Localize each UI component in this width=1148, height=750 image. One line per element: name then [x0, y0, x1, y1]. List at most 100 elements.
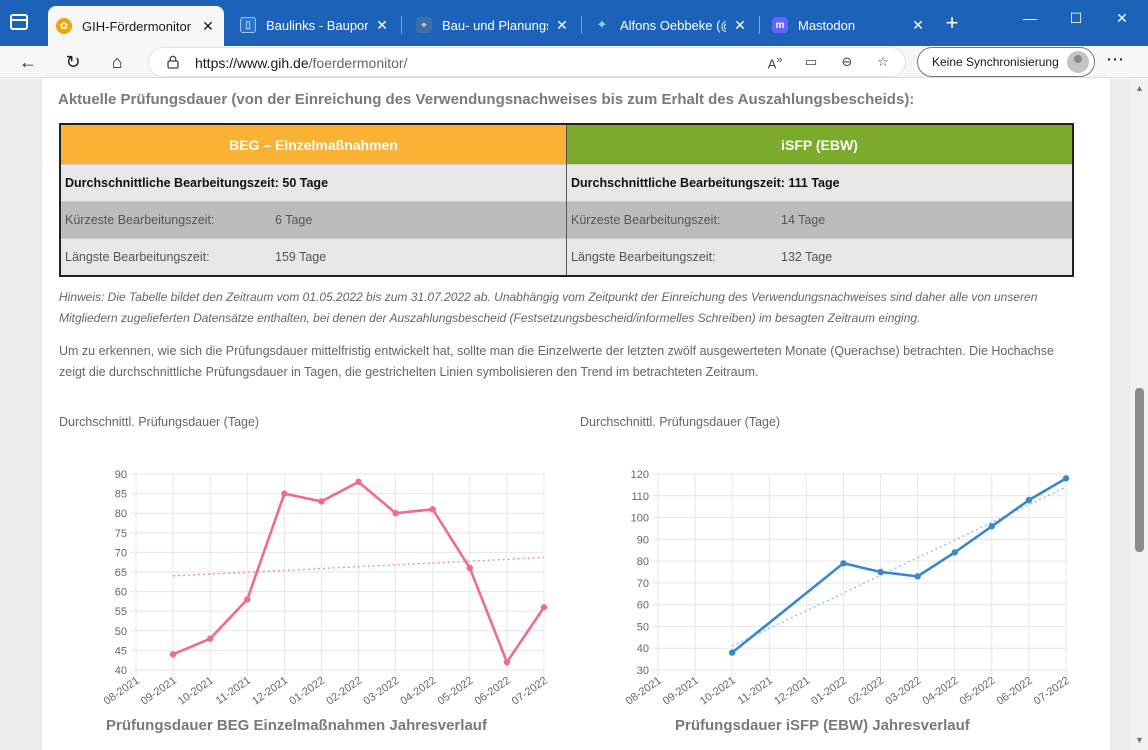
sync-button[interactable]: Keine Synchronisierung [917, 47, 1095, 77]
beg-data-point [206, 635, 214, 642]
duration-table: BEG – Einzelmaßnahmen Durchschnittliche … [59, 123, 1074, 277]
isfp-ytick-label: 120 [631, 469, 649, 481]
close-tab-icon[interactable]: ✕ [202, 17, 214, 34]
beg-max-row: Längste Bearbeitungszeit: 159 Tage [61, 238, 566, 275]
isfp-ytick-label: 40 [637, 643, 649, 655]
close-tab-icon[interactable]: ✕ [376, 16, 388, 33]
beg-data-point [392, 510, 399, 517]
isfp-line-chart: 30 40 50 60 70 80 90 100 110 120 08-202109-202110-… [624, 469, 1072, 708]
beg-max-value: 159 Tage [275, 250, 327, 264]
beg-data-point [281, 490, 288, 497]
new-tab-icon[interactable]: + [945, 10, 959, 35]
zoom-icon[interactable]: ⊖ [841, 54, 853, 69]
address-bar[interactable]: https://www.gih.de/foerdermonitor/ A» ▭ … [148, 47, 906, 77]
read-aloud-icon[interactable]: A» [767, 54, 783, 72]
beg-column: BEG – Einzelmaßnahmen Durchschnittliche … [61, 125, 567, 275]
table-note: Hinweis: Die Tabelle bildet den Zeitraum… [59, 290, 1038, 325]
beg-chart-ylabel: Durchschnittl. Prüfungsdauer (Tage) [59, 415, 260, 429]
back-arrow-icon[interactable]: ← [19, 51, 37, 72]
isfp-ytick-label: 80 [637, 556, 649, 568]
immersive-reader-icon[interactable]: ▭ [804, 54, 818, 69]
beg-avg-row: Durchschnittliche Bearbeitungszeit: 50 T… [61, 164, 566, 201]
isfp-ytick-label: 70 [637, 578, 649, 590]
isfp-xtick-label: 10-2021 [698, 675, 738, 708]
isfp-min-row: Kürzeste Bearbeitungszeit: 14 Tage [567, 201, 1072, 238]
isfp-ytick-label: 30 [637, 665, 649, 677]
scroll-up-arrow-icon[interactable]: ▲ [1135, 83, 1144, 93]
close-tab-icon[interactable]: ✕ [912, 16, 924, 33]
isfp-data-point [728, 649, 736, 656]
url-host: https://www.gih.de [195, 55, 309, 71]
scroll-down-arrow-icon[interactable]: ▼ [1135, 735, 1144, 745]
isfp-data-point [988, 523, 996, 530]
sync-label: Keine Synchronisierung [932, 55, 1059, 69]
beg-min-row: Kürzeste Bearbeitungszeit: 6 Tage [61, 201, 566, 238]
isfp-xtick-label: 01-2022 [809, 675, 849, 708]
tab-separator [759, 16, 760, 34]
scrollbar-thumb[interactable] [1135, 388, 1144, 552]
page-content: Aktuelle Prüfungsdauer (von der Einreich… [42, 79, 1110, 750]
close-tab-icon[interactable]: ✕ [734, 16, 746, 33]
isfp-ytick-label: 90 [637, 534, 649, 546]
beg-xtick-label: 02-2022 [324, 675, 364, 708]
beg-min-value: 6 Tage [275, 213, 313, 227]
tab-bau-planung[interactable]: ⌖ Bau- und Planungsp ✕ [408, 8, 578, 42]
isfp-xtick-label: 12-2021 [772, 675, 812, 708]
beg-ytick-label: 85 [115, 489, 127, 501]
tab-baulinks[interactable]: ▯ Baulinks - Bauportal ✕ [232, 8, 398, 42]
window-menu-icon[interactable] [10, 14, 28, 30]
beg-xtick-label: 04-2022 [398, 675, 438, 708]
url-text[interactable]: https://www.gih.de/foerdermonitor/ [195, 55, 407, 71]
page-viewport: Aktuelle Prüfungsdauer (von der Einreich… [0, 79, 1148, 750]
tab-strip: ✿ GIH-Fördermonitor · ✕ ▯ Baulinks - Bau… [0, 0, 1148, 46]
beg-line-chart: 40 45 50 55 60 65 70 75 80 85 90 08-202109-202110-2… [102, 469, 550, 708]
isfp-min-label: Kürzeste Bearbeitungszeit: [571, 213, 721, 227]
more-menu-icon[interactable]: ⋯ [1106, 49, 1124, 69]
beg-xtick-label: 05-2022 [436, 675, 476, 708]
isfp-xtick-label: 05-2022 [958, 675, 998, 708]
isfp-xtick-label: 02-2022 [846, 675, 886, 708]
beg-ytick-label: 75 [115, 528, 127, 540]
isfp-data-point [951, 549, 958, 556]
profile-avatar-icon [1067, 51, 1089, 73]
beg-data-point [540, 604, 548, 611]
tab-gih-foerdermonitor[interactable]: ✿ GIH-Fördermonitor · ✕ [48, 6, 224, 46]
tab-twitter[interactable]: ✦ Alfons Oebbeke (@c ✕ [586, 8, 756, 42]
tab-mastodon[interactable]: m Mastodon ✕ [764, 8, 934, 42]
beg-ytick-label: 60 [115, 587, 127, 599]
isfp-xtick-label: 03-2022 [883, 675, 923, 708]
tab-label: Baulinks - Bauportal [266, 17, 368, 33]
gih-favicon-icon: ✿ [56, 18, 72, 34]
beg-ytick-label: 90 [115, 469, 127, 481]
beg-data-point [318, 498, 325, 505]
beg-xtick-label: 06-2022 [473, 675, 513, 708]
isfp-data-point [914, 573, 921, 580]
minimize-icon[interactable]: — [1023, 10, 1037, 26]
lock-icon[interactable] [167, 55, 179, 69]
isfp-xtick-label: 07-2022 [1032, 675, 1072, 708]
explanation-paragraph: Um zu erkennen, wie sich die Prüfungsdau… [59, 344, 1054, 379]
isfp-max-row: Längste Bearbeitungszeit: 132 Tage [567, 238, 1072, 275]
tab-label: Mastodon [798, 17, 856, 33]
beg-avg: Durchschnittliche Bearbeitungszeit: 50 T… [65, 176, 329, 190]
isfp-data-point [1025, 496, 1033, 504]
beg-trend-line [173, 556, 545, 577]
close-tab-icon[interactable]: ✕ [556, 16, 568, 33]
section-heading: Aktuelle Prüfungsdauer (von der Einreich… [58, 91, 915, 108]
beg-data-point [466, 564, 474, 572]
isfp-min-value: 14 Tage [781, 213, 826, 227]
beg-ytick-label: 65 [115, 567, 127, 579]
window-close-icon[interactable]: ✕ [1116, 10, 1128, 26]
isfp-ytick-label: 100 [631, 513, 649, 525]
home-icon[interactable]: ⌂ [111, 51, 123, 72]
tab-separator [401, 16, 402, 34]
isfp-data-point [840, 560, 847, 567]
reload-icon[interactable]: ↻ [65, 51, 81, 72]
beg-xtick-label: 09-2021 [139, 675, 179, 708]
vertical-scrollbar[interactable]: ▲ ▼ [1131, 79, 1148, 750]
favorites-add-icon[interactable]: ☆ [877, 54, 889, 69]
beg-xtick-label: 03-2022 [361, 675, 401, 708]
beg-data-point [169, 651, 177, 658]
maximize-icon[interactable]: ☐ [1069, 10, 1083, 26]
beg-ytick-label: 40 [115, 665, 127, 677]
